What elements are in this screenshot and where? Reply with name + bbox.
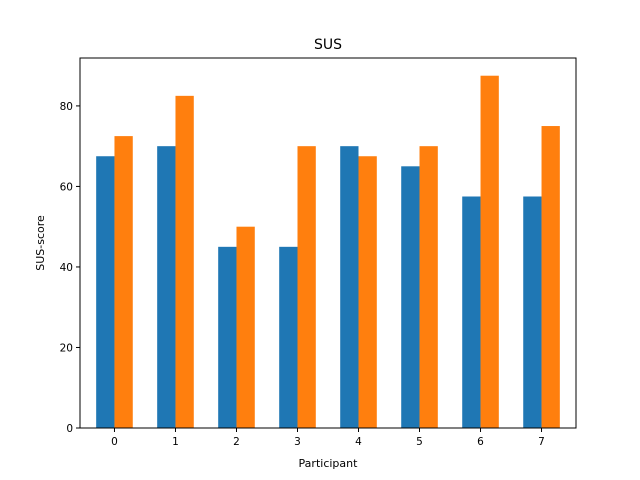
bar-series1-participant-1 [157,146,176,428]
bar-series1-participant-4 [340,146,359,428]
y-tick-label: 80 [60,101,73,113]
y-tick-label: 60 [60,181,73,193]
x-tick-label: 0 [111,436,118,448]
plot-frame [79,57,577,429]
x-tick-label: 3 [294,436,301,448]
bar-series2-participant-7 [541,126,560,428]
bar-series2-participant-6 [480,75,499,428]
bar-series2-participant-0 [114,136,133,429]
bar-series1-participant-2 [218,246,237,428]
x-tick-label: 5 [416,436,423,448]
x-axis-label: Participant [299,457,359,470]
bar-series1-participant-3 [279,246,298,428]
x-tick-label: 7 [538,436,545,448]
y-tick-label: 40 [60,262,73,274]
x-tick-label: 2 [233,436,240,448]
y-axis-ticks: 0 20 40 60 80 [60,101,80,435]
bar-series2-participant-4 [358,156,377,428]
bar-series2-participant-5 [419,146,438,428]
bar-group [96,75,560,429]
x-tick-label: 4 [355,436,362,448]
x-axis-ticks: 0 1 2 3 4 5 6 7 [111,428,545,448]
bar-series2-participant-2 [236,226,255,428]
bar-series2-participant-3 [297,146,316,428]
x-tick-label: 1 [172,436,179,448]
bar-series1-participant-0 [96,156,115,428]
bar-series1-participant-5 [401,166,420,429]
x-tick-label: 6 [477,436,484,448]
chart-title: SUS [314,37,342,53]
y-axis-label: SUS-score [34,215,47,271]
bar-series2-participant-1 [175,95,194,428]
y-tick-label: 0 [66,423,73,435]
bar-series1-participant-7 [523,196,542,428]
bar-series1-participant-6 [462,196,481,428]
y-tick-label: 20 [60,342,73,354]
